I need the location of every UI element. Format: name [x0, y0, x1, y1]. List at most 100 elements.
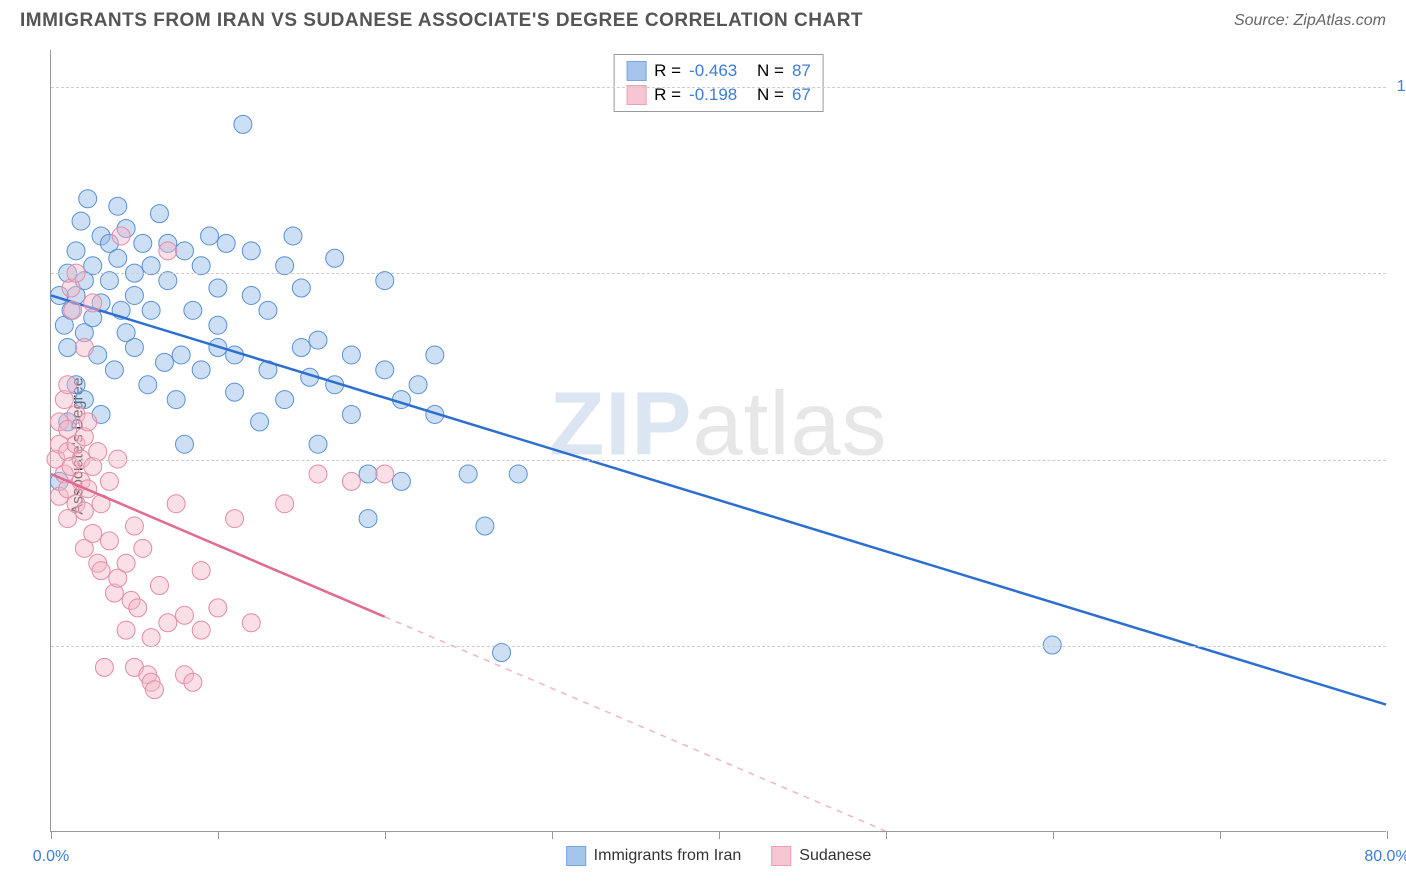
gridline	[51, 87, 1386, 88]
scatter-point	[309, 331, 327, 349]
scatter-point	[176, 242, 194, 260]
scatter-point	[117, 554, 135, 572]
scatter-point	[192, 621, 210, 639]
scatter-point	[284, 227, 302, 245]
scatter-point	[64, 301, 82, 319]
scatter-point	[129, 599, 147, 617]
scatter-point	[134, 234, 152, 252]
trend-line-solid	[51, 295, 1386, 704]
scatter-point	[309, 465, 327, 483]
scatter-point	[139, 376, 157, 394]
scatter-point	[209, 599, 227, 617]
scatter-point	[95, 658, 113, 676]
legend-series-box: Immigrants from Iran Sudanese	[566, 846, 872, 866]
scatter-point	[59, 339, 77, 357]
scatter-point	[217, 234, 235, 252]
scatter-point	[142, 257, 160, 275]
x-tick	[218, 831, 219, 839]
chart-plot-area: ZIPatlas R = -0.463 N = 87 R = -0.198 N …	[50, 50, 1386, 832]
scatter-point	[242, 614, 260, 632]
scatter-point	[192, 257, 210, 275]
scatter-point	[125, 517, 143, 535]
legend-correlation-box: R = -0.463 N = 87 R = -0.198 N = 67	[613, 54, 824, 112]
x-tick	[1220, 831, 1221, 839]
chart-title: IMMIGRANTS FROM IRAN VS SUDANESE ASSOCIA…	[20, 10, 863, 32]
x-tick	[1387, 831, 1388, 839]
scatter-point	[242, 242, 260, 260]
x-tick-label: 0.0%	[33, 848, 69, 866]
gridline	[51, 460, 1386, 461]
scatter-point	[142, 629, 160, 647]
scatter-point	[192, 562, 210, 580]
scatter-svg	[51, 50, 1386, 831]
scatter-point	[84, 257, 102, 275]
legend-row-series1: R = -0.463 N = 87	[626, 59, 811, 83]
scatter-point	[292, 279, 310, 297]
scatter-point	[376, 465, 394, 483]
legend-bottom-item-2: Sudanese	[771, 846, 871, 866]
scatter-point	[242, 286, 260, 304]
scatter-point	[117, 621, 135, 639]
scatter-point	[276, 391, 294, 409]
scatter-point	[150, 577, 168, 595]
scatter-point	[176, 435, 194, 453]
scatter-point	[100, 472, 118, 490]
scatter-point	[159, 614, 177, 632]
scatter-point	[184, 301, 202, 319]
gridline	[51, 273, 1386, 274]
scatter-point	[72, 212, 90, 230]
scatter-point	[342, 346, 360, 364]
scatter-point	[75, 502, 93, 520]
scatter-point	[67, 242, 85, 260]
scatter-point	[59, 376, 77, 394]
scatter-point	[125, 286, 143, 304]
legend-bottom-item-1: Immigrants from Iran	[566, 846, 742, 866]
scatter-point	[92, 562, 110, 580]
scatter-point	[209, 279, 227, 297]
scatter-point	[79, 190, 97, 208]
scatter-point	[75, 339, 93, 357]
scatter-point	[509, 465, 527, 483]
x-tick	[719, 831, 720, 839]
scatter-point	[276, 495, 294, 513]
scatter-point	[376, 361, 394, 379]
scatter-point	[259, 301, 277, 319]
legend-swatch-1	[626, 61, 646, 81]
scatter-point	[109, 249, 127, 267]
scatter-point	[84, 524, 102, 542]
scatter-point	[359, 510, 377, 528]
x-tick-label: 80.0%	[1364, 848, 1406, 866]
scatter-point	[167, 391, 185, 409]
x-tick	[552, 831, 553, 839]
scatter-point	[209, 316, 227, 334]
scatter-point	[150, 205, 168, 223]
scatter-point	[201, 227, 219, 245]
scatter-point	[112, 227, 130, 245]
scatter-point	[145, 681, 163, 699]
scatter-point	[409, 376, 427, 394]
scatter-point	[100, 532, 118, 550]
scatter-point	[292, 339, 310, 357]
scatter-point	[226, 510, 244, 528]
scatter-point	[459, 465, 477, 483]
scatter-point	[172, 346, 190, 364]
scatter-point	[426, 346, 444, 364]
legend-n-label-1: N =	[757, 61, 784, 81]
scatter-point	[326, 249, 344, 267]
scatter-point	[342, 405, 360, 423]
scatter-point	[342, 472, 360, 490]
x-tick	[51, 831, 52, 839]
scatter-point	[105, 361, 123, 379]
scatter-point	[392, 472, 410, 490]
legend-bottom-swatch-1	[566, 846, 586, 866]
scatter-point	[359, 465, 377, 483]
legend-bottom-swatch-2	[771, 846, 791, 866]
legend-n-value-1: 87	[792, 61, 811, 81]
scatter-point	[176, 606, 194, 624]
scatter-point	[125, 339, 143, 357]
scatter-point	[159, 242, 177, 260]
scatter-point	[476, 517, 494, 535]
scatter-point	[167, 495, 185, 513]
scatter-point	[134, 539, 152, 557]
scatter-point	[109, 197, 127, 215]
